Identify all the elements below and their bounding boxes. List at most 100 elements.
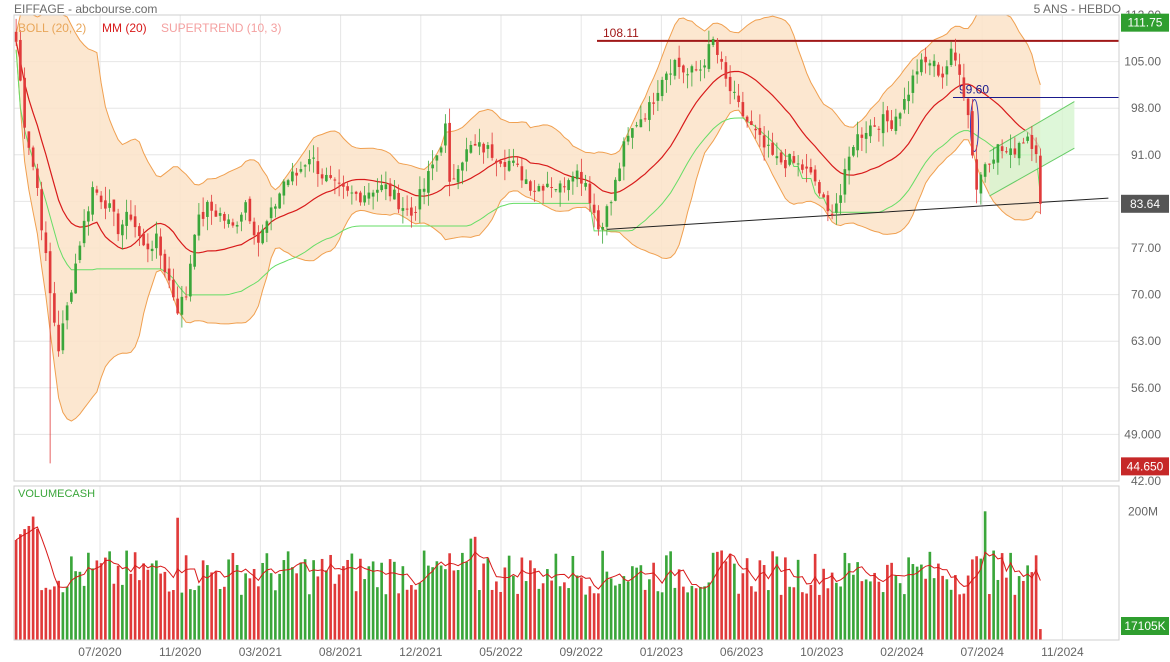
chart-title: EIFFAGE - abcbourse.com: [14, 2, 158, 16]
candle-body: [618, 168, 621, 181]
hline-label: 99.60: [959, 83, 989, 97]
candle-body: [223, 213, 226, 221]
volume-bar: [656, 591, 660, 640]
candle-body: [1000, 146, 1004, 152]
volume-bar: [669, 551, 672, 640]
volume-bar: [410, 585, 413, 640]
volume-bar: [571, 555, 575, 640]
candle-body: [737, 95, 740, 103]
volume-bar: [325, 570, 328, 640]
volume-bar: [354, 591, 358, 640]
volume-bar: [299, 562, 303, 640]
candle-body: [830, 213, 834, 216]
candle-body: [91, 187, 94, 215]
candle-body: [490, 144, 494, 158]
supertrend-line: [15, 49, 1041, 296]
candle-body: [537, 186, 541, 192]
channel-lower: [989, 147, 1075, 197]
volume-bar: [431, 567, 434, 640]
candle-body: [720, 58, 723, 62]
candle-body: [240, 214, 243, 222]
volume-bar: [618, 583, 621, 640]
volume-bar: [133, 552, 137, 640]
badge-period-low: 44.650: [1127, 459, 1164, 473]
volume-bar: [988, 594, 991, 640]
candle-body: [274, 206, 277, 209]
candle-body: [70, 292, 73, 302]
volume-bar: [601, 550, 604, 640]
volume-bar: [941, 575, 944, 640]
volume-bar: [1039, 629, 1042, 640]
candle-body: [252, 221, 256, 236]
candle-body: [155, 233, 158, 249]
candle-body: [652, 102, 655, 104]
volume-bar: [758, 560, 762, 640]
candle-body: [886, 110, 889, 122]
candle-body: [741, 102, 745, 117]
candle-body: [805, 166, 808, 169]
volume-bar: [286, 551, 290, 640]
y-tick-label: 77.00: [1131, 241, 1161, 255]
volume-bar: [57, 580, 60, 640]
candle-body: [333, 179, 337, 181]
volume-bar: [490, 589, 494, 640]
candle-body: [941, 73, 944, 78]
hline-label: 108.11: [603, 26, 639, 40]
volume-bar: [129, 573, 133, 640]
time-axis: 07/2020 11/2020 03/2021 08/2021 12/2021 05/20…: [78, 645, 1084, 659]
candle-body: [23, 77, 26, 128]
badge-last-close-bg: [1121, 194, 1169, 213]
volume-bar: [631, 566, 634, 640]
candle-body: [248, 198, 252, 222]
candle-body: [541, 185, 545, 191]
volume-bar: [350, 553, 354, 640]
candle-body: [847, 156, 851, 171]
candle-body: [915, 71, 919, 75]
badge-boll-upper-bg: [1121, 13, 1169, 32]
volume-bar: [690, 585, 694, 640]
volume-bar: [414, 589, 417, 640]
support-trendline: [606, 197, 1109, 230]
candle-body: [346, 186, 349, 191]
candle-body: [1026, 136, 1029, 141]
volume-bar: [278, 573, 281, 640]
indicator-mm: MM (20): [102, 21, 147, 35]
candle-body: [546, 183, 549, 188]
candle-body: [898, 113, 902, 119]
volume-bar: [363, 579, 366, 640]
volume-bar: [750, 586, 753, 640]
volume-bar: [163, 571, 167, 640]
volume-bar: [274, 590, 277, 640]
candle-body: [677, 57, 681, 68]
volume-bar: [104, 557, 107, 640]
price-panel-border: [13, 14, 1120, 482]
volume-bar: [112, 583, 116, 640]
candle-body: [588, 183, 592, 204]
candle-body: [890, 120, 893, 129]
volume-bar: [23, 529, 26, 640]
value-badges: 111.75 83.64 44.650 17105K: [1121, 13, 1169, 635]
volume-bar: [949, 589, 953, 640]
volume-bar: [252, 568, 256, 640]
candle-body: [116, 213, 120, 235]
badge-period-low-bg: [1121, 457, 1169, 476]
volume-bar: [533, 568, 536, 640]
candle-body: [201, 211, 205, 219]
candle-body: [401, 208, 405, 211]
candle-body: [337, 182, 341, 184]
candle-body: [992, 159, 995, 164]
candle-body: [958, 64, 961, 75]
volume-bar: [312, 560, 315, 640]
volume-bar: [82, 585, 86, 640]
candle-body: [864, 132, 868, 139]
candle-body: [775, 156, 779, 159]
candle-body: [371, 192, 375, 197]
candle-body: [189, 263, 192, 297]
volume-bar: [720, 550, 723, 640]
candle-body: [36, 168, 39, 188]
y-tick-label: 98.00: [1131, 101, 1161, 115]
candle-body: [711, 39, 715, 45]
candle-body: [966, 98, 970, 116]
volume-bar: [626, 581, 630, 640]
volume-bar: [308, 594, 311, 640]
